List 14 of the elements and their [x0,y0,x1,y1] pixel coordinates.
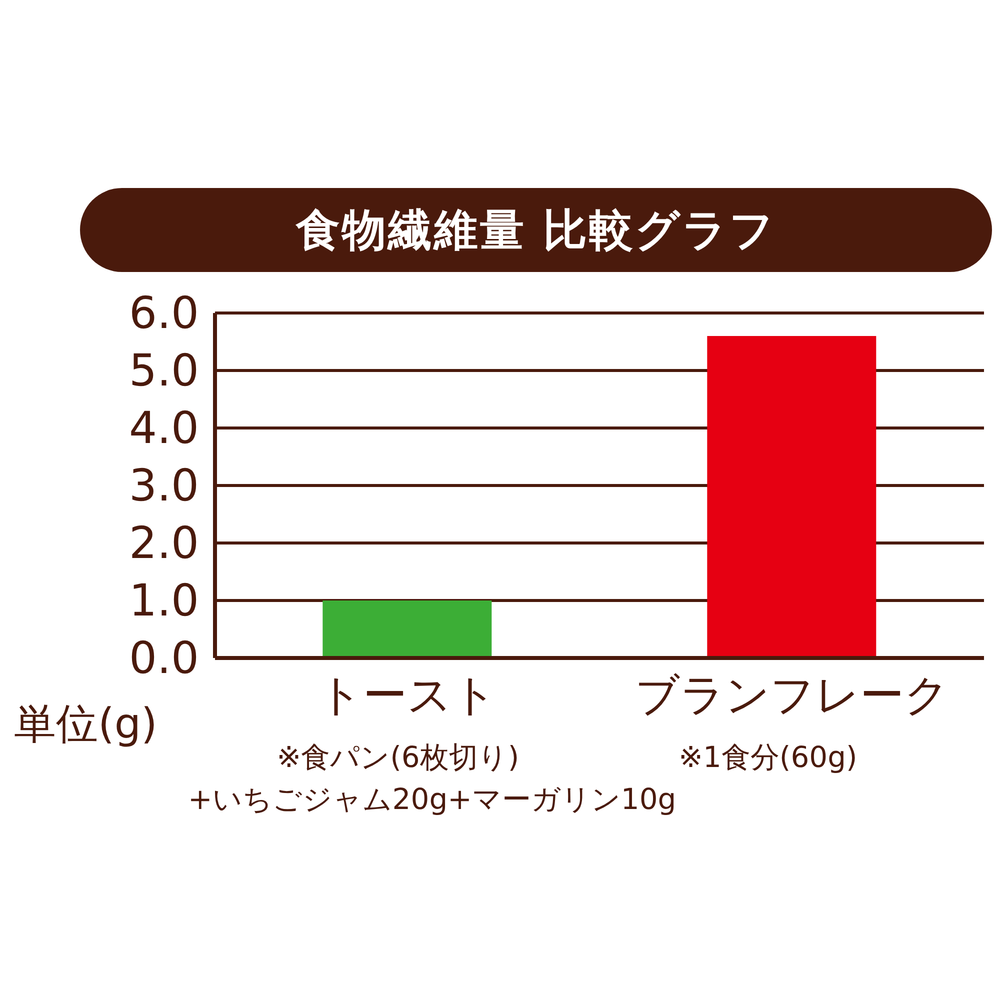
text: ※食パン(6枚切り) [276,739,520,776]
y-axis-title: 単位(g) [14,698,158,750]
x-tick-label: トースト [318,670,497,721]
x-tick-label: ブランフレーク [634,670,949,721]
text: ※1食分(60g) [678,739,858,776]
y-tick-label: 1.0 [129,576,199,626]
y-tick-label: 4.0 [129,403,199,454]
y-tick-label: 6.0 [129,288,199,339]
text: +いちごジャム20g+マーガリン10g [188,781,676,818]
y-tick-label: 2.0 [129,518,199,569]
y-tick-label: 0.0 [129,633,199,684]
chart-title: 食物繊維量 比較グラフ [80,188,992,272]
y-tick-label: 3.0 [129,460,199,512]
y-tick-label: 5.0 [129,346,199,396]
